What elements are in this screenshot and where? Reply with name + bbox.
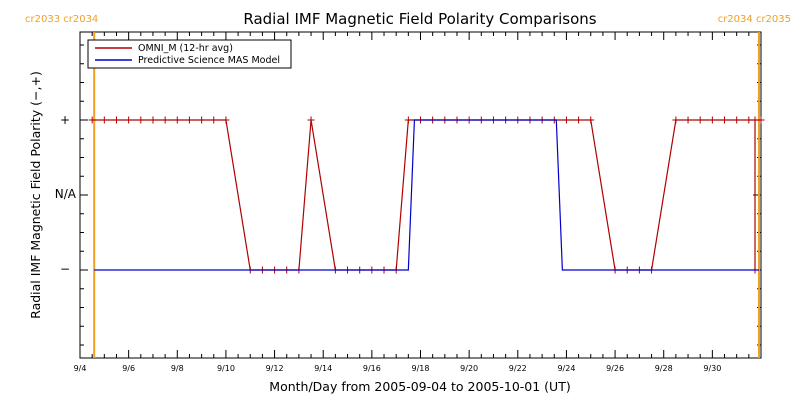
omni-point (88, 116, 96, 124)
omni-point (575, 116, 583, 124)
omni-point (672, 116, 680, 124)
omni-point (721, 116, 729, 124)
x-axis-ticks: 9/4 9/6 9/8 9/10 9/12 9/14 9/16 9/18 9/20 9/22 9/2… (74, 32, 762, 373)
omni-point (137, 116, 145, 124)
omni-point (222, 116, 230, 124)
x-tick-label: 9/24 (557, 364, 575, 373)
chart-title: Radial IMF Magnetic Field Polarity Compa… (243, 10, 596, 28)
y-tick-label-minus: − (60, 262, 70, 276)
omni-point (757, 116, 765, 124)
x-tick-label: 9/20 (460, 364, 478, 373)
x-tick-label: 9/12 (266, 364, 284, 373)
y-tick-label-plus: + (60, 113, 70, 127)
omni-point (173, 116, 181, 124)
omni-point (708, 116, 716, 124)
y-axis-ticks (80, 44, 761, 346)
legend-label-mas: Predictive Science MAS Model (138, 55, 280, 66)
omni-point (587, 116, 595, 124)
x-tick-label: 9/28 (655, 364, 673, 373)
omni-point (149, 116, 157, 124)
omni-point (198, 116, 206, 124)
x-axis-label: Month/Day from 2005-09-04 to 2005-10-01 … (269, 379, 570, 394)
omni-point (112, 116, 120, 124)
x-tick-label: 9/22 (509, 364, 527, 373)
omni-point (751, 116, 759, 124)
omni-point (125, 116, 133, 124)
omni-point (733, 116, 741, 124)
x-tick-label: 9/30 (703, 364, 721, 373)
x-tick-label: 9/16 (363, 364, 381, 373)
omni-series (88, 116, 765, 274)
omni-point (210, 116, 218, 124)
omni-line (92, 119, 761, 271)
legend-label-omni: OMNI_M (12-hr avg) (138, 43, 233, 54)
plot-frame (79, 31, 762, 359)
carrington-rotation-markers: cr2033 cr2034 cr2034 cr2035 (25, 14, 791, 358)
x-tick-label: 9/14 (314, 364, 332, 373)
omni-point (562, 116, 570, 124)
omni-point (696, 116, 704, 124)
x-tick-label: 9/4 (74, 364, 87, 373)
y-axis-label: Radial IMF Magnetic Field Polarity (−,+) (28, 71, 43, 319)
omni-point (745, 116, 753, 124)
y-tick-label-na: N/A (55, 187, 77, 201)
carrington-label: cr2033 cr2034 (25, 14, 98, 25)
omni-point (185, 116, 193, 124)
mas-model-series (94, 119, 759, 271)
x-tick-label: 9/6 (122, 364, 135, 373)
x-tick-label: 9/8 (171, 364, 184, 373)
legend-box (87, 39, 292, 69)
omni-point (404, 116, 412, 124)
omni-point (100, 116, 108, 124)
x-tick-label: 9/26 (606, 364, 624, 373)
omni-point (684, 116, 692, 124)
omni-point (161, 116, 169, 124)
carrington-label: cr2034 cr2035 (718, 14, 791, 25)
legend: OMNI_M (12-hr avg) Predictive Science MA… (87, 39, 292, 69)
omni-point (307, 116, 315, 124)
mas-model-line (94, 119, 759, 271)
x-tick-label: 9/10 (217, 364, 235, 373)
x-tick-label: 9/18 (412, 364, 430, 373)
